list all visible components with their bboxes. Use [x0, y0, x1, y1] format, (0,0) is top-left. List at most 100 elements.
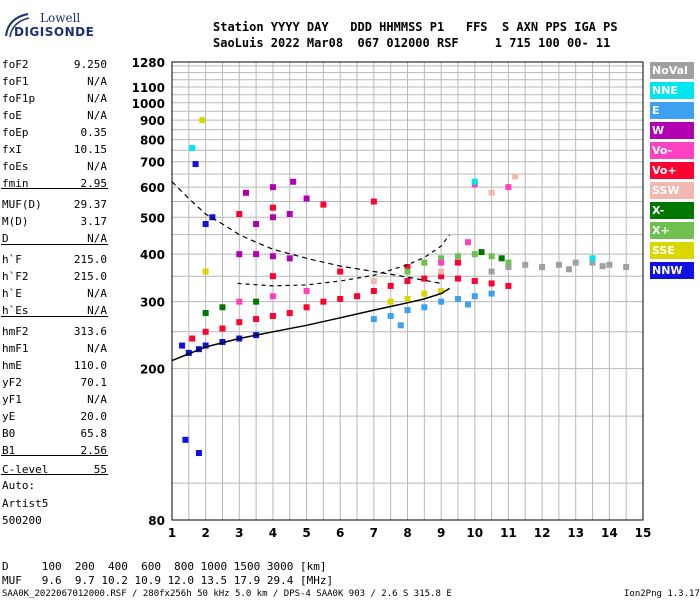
data-point	[505, 184, 512, 191]
data-point	[404, 277, 411, 284]
param-name: D	[2, 232, 9, 245]
param-value: 2.95	[80, 177, 108, 190]
param-name: h`Es	[2, 304, 29, 317]
data-point	[512, 173, 519, 180]
data-point	[269, 253, 276, 260]
data-point	[269, 273, 276, 280]
data-point	[202, 310, 209, 317]
data-point	[522, 261, 529, 268]
param-value: 215.0	[73, 253, 107, 266]
data-point	[421, 275, 428, 282]
param-value: 313.6	[73, 325, 107, 338]
data-point	[498, 255, 505, 262]
param-value: 20.0	[80, 410, 108, 423]
y-tick-label: 500	[140, 211, 165, 225]
param-name: foF1	[2, 75, 29, 88]
x-tick-label: 2	[201, 526, 209, 540]
param-value: 70.1	[80, 376, 108, 389]
data-point	[195, 450, 202, 457]
data-point	[269, 313, 276, 320]
data-point	[303, 288, 310, 294]
logo-line1: Lowell	[40, 11, 81, 25]
legend-item-sse: SSE	[650, 242, 694, 259]
data-point	[337, 295, 344, 302]
data-point	[236, 298, 243, 305]
data-point	[404, 268, 411, 275]
data-point	[454, 295, 461, 302]
param-name: hmF2	[2, 325, 29, 338]
logo-arc-icon	[2, 10, 32, 40]
x-tick-label: 9	[437, 526, 445, 540]
data-point	[438, 298, 445, 305]
data-point	[370, 316, 377, 323]
legend-item-nnw: NNW	[650, 262, 694, 279]
legend-item-w: W	[650, 122, 694, 139]
footer-version: Ion2Png 1.3.17	[624, 589, 700, 599]
data-point	[243, 189, 250, 196]
data-point	[404, 307, 411, 314]
data-point	[505, 259, 512, 266]
data-point	[337, 268, 344, 275]
data-point	[454, 253, 461, 260]
data-point	[404, 264, 411, 271]
data-point	[438, 273, 445, 280]
param-name: foEs	[2, 160, 29, 173]
x-tick-label: 11	[500, 526, 517, 540]
param-value: 9.250	[73, 58, 107, 71]
legend-item-noval: NoVal	[650, 62, 694, 79]
data-point	[290, 178, 297, 185]
data-point	[219, 325, 226, 332]
param-name: h`F	[2, 253, 22, 266]
divider	[1, 455, 108, 456]
data-point	[438, 268, 445, 275]
data-point	[189, 335, 196, 342]
x-tick-label: 4	[269, 526, 277, 540]
data-point	[185, 349, 192, 356]
logo-line2: DIGISONDE	[14, 25, 95, 39]
y-tick-label: 80	[148, 514, 165, 528]
data-point	[488, 280, 495, 287]
legend-item-x-: X+	[650, 222, 694, 239]
param-value: N/A	[87, 304, 107, 317]
data-point	[438, 259, 445, 266]
data-point	[269, 204, 276, 211]
data-point	[253, 298, 260, 305]
data-point	[219, 304, 226, 311]
data-point	[465, 239, 472, 246]
data-point	[370, 277, 377, 284]
footer-d-row: D 100 200 400 600 800 1000 1500 3000 [km…	[2, 560, 327, 573]
divider	[1, 244, 108, 245]
x-tick-label: 14	[601, 526, 618, 540]
param-name: fxI	[2, 143, 22, 156]
header-labels: Station YYYY DAY DDD HHMMSS P1 FFS S AXN…	[213, 20, 618, 34]
data-point	[478, 249, 485, 256]
param-value: N/A	[87, 232, 107, 245]
data-point	[354, 293, 361, 300]
data-point	[488, 290, 495, 297]
data-point	[202, 342, 209, 349]
data-point	[286, 211, 293, 218]
data-point	[421, 259, 428, 266]
param-name: MUF(D)	[2, 198, 42, 211]
param-name: hmF1	[2, 342, 29, 355]
data-point	[199, 117, 206, 124]
data-point	[269, 214, 276, 221]
data-point	[192, 161, 199, 168]
data-point	[589, 255, 596, 262]
param-value: N/A	[87, 393, 107, 406]
data-point	[387, 298, 394, 305]
virtual-height-curve	[237, 234, 451, 287]
legend-item-x-: X-	[650, 202, 694, 219]
data-point	[269, 184, 276, 191]
data-point	[189, 145, 196, 152]
x-tick-label: 7	[370, 526, 378, 540]
data-point	[555, 261, 562, 268]
plot-frame	[171, 61, 644, 521]
data-point	[488, 253, 495, 260]
x-tick-label: 10	[466, 526, 483, 540]
param-value: 215.0	[73, 270, 107, 283]
data-point	[286, 255, 293, 262]
y-tick-label: 800	[140, 134, 165, 148]
param-value: 110.0	[73, 359, 107, 372]
data-point	[236, 251, 243, 258]
